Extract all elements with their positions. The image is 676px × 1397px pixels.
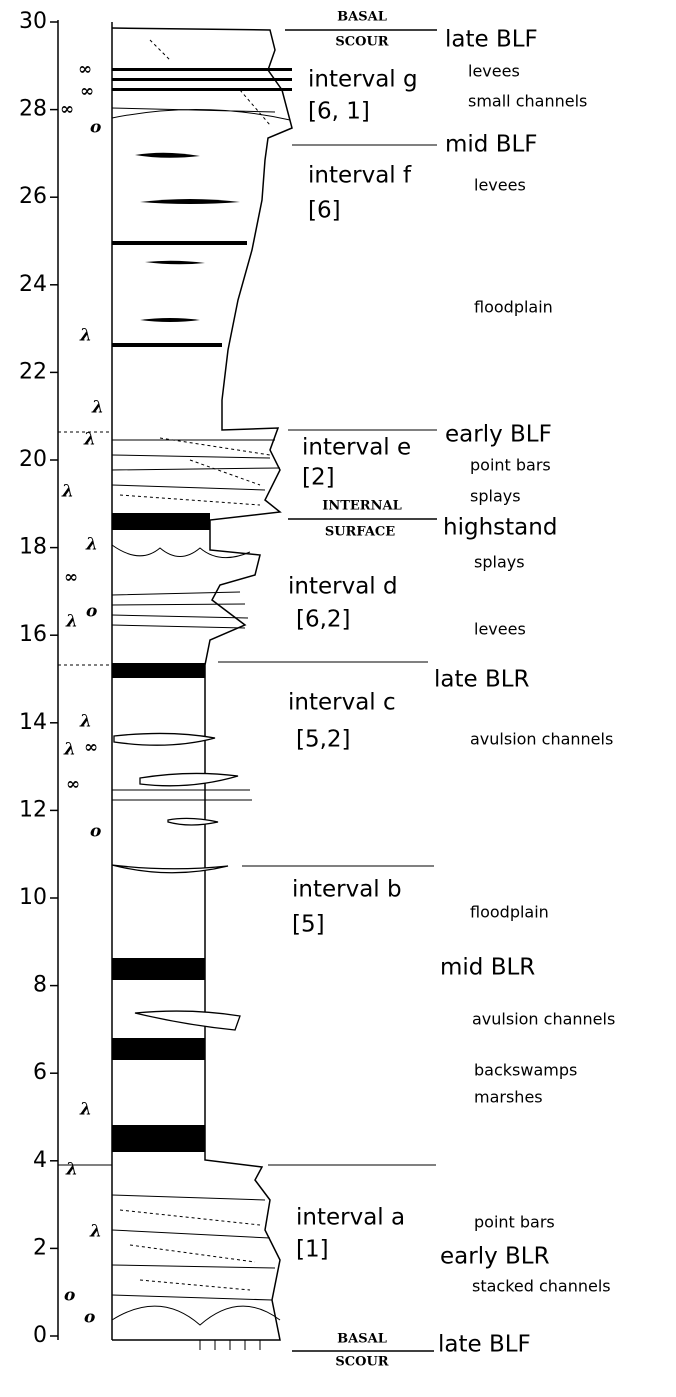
symbol: ∞ (84, 738, 98, 758)
symbol: ∞ (60, 100, 74, 120)
environment: small channels (468, 92, 587, 111)
interval-name: interval f (308, 163, 412, 189)
phase-label: late BLF (445, 27, 538, 53)
interval-code: [2] (302, 465, 335, 491)
tick-label: 6 (33, 1060, 47, 1085)
phase-label: mid BLR (440, 955, 535, 981)
interval-code: [5,2] (296, 727, 351, 753)
symbol: λ (63, 740, 76, 760)
environment: marshes (474, 1088, 543, 1107)
symbol: o (84, 1308, 95, 1328)
interval-code: [5] (292, 912, 325, 938)
tick-label: 20 (19, 447, 47, 472)
symbol: o (64, 1286, 75, 1306)
environment: point bars (474, 1213, 555, 1232)
tick-label: 24 (19, 272, 47, 297)
tick-label: 0 (33, 1323, 47, 1348)
symbol: ∞ (66, 775, 80, 795)
symbol: λ (83, 430, 96, 450)
environment: levees (474, 620, 526, 639)
tick-label: 14 (19, 710, 47, 735)
tick-label: 8 (33, 973, 47, 998)
phase-label: highstand (443, 515, 557, 541)
phase-label: late BLR (434, 667, 530, 693)
symbol: λ (91, 398, 104, 418)
tick-label: 2 (33, 1235, 47, 1260)
surface-label: BASAL (337, 1332, 387, 1347)
environment: floodplain (474, 298, 553, 317)
tick-label: 22 (19, 359, 47, 384)
tick-label: 10 (19, 885, 47, 910)
environment: avulsion channels (470, 730, 613, 749)
symbol: ∞ (64, 568, 78, 588)
symbol: λ (79, 1100, 92, 1120)
symbol: λ (65, 612, 78, 632)
tick-label: 4 (33, 1148, 47, 1173)
phase-label: early BLR (440, 1244, 550, 1270)
symbol: ∞ (80, 82, 94, 102)
tick-label: 28 (19, 97, 47, 122)
environment: backswamps (474, 1061, 577, 1080)
surface-label: INTERNAL (322, 499, 401, 514)
interval-name: interval g (308, 67, 418, 93)
environment: point bars (470, 456, 551, 475)
environment: levees (468, 62, 520, 81)
lithology (112, 40, 292, 1325)
environment: floodplain (470, 903, 549, 922)
surface-label: SURFACE (325, 525, 395, 540)
symbol: ∞ (78, 60, 92, 80)
tick-label: 18 (19, 535, 47, 560)
tick-label: 30 (19, 9, 47, 34)
symbol: o (86, 602, 97, 622)
environment: stacked channels (472, 1277, 611, 1296)
interval-name: interval b (292, 877, 402, 903)
interval-code: [6, 1] (308, 99, 370, 125)
symbol: λ (61, 482, 74, 502)
phase-label: late BLF (438, 1332, 531, 1358)
surface-label: SCOUR (335, 1355, 388, 1370)
environment: splays (474, 553, 525, 572)
tick-label: 26 (19, 184, 47, 209)
environment: splays (470, 487, 521, 506)
interval-code: [6,2] (296, 607, 351, 633)
interval-name: interval c (288, 690, 396, 716)
tick-label: 12 (19, 797, 47, 822)
environment: avulsion channels (472, 1010, 615, 1029)
lithology-symbols: ∞ ∞ ∞ o λ λ λ λ λ ∞ λ o λ λ ∞ ∞ o λ λ λ … (60, 60, 104, 1328)
tick-label: 16 (19, 622, 47, 647)
environment: levees (474, 176, 526, 195)
symbol: o (90, 118, 101, 138)
symbol: λ (79, 712, 92, 732)
symbol: λ (65, 1160, 78, 1180)
stratigraphic-column: ∞ ∞ ∞ o λ λ λ λ λ ∞ λ o λ λ ∞ ∞ o λ λ λ … (0, 0, 676, 1397)
symbol: λ (89, 1222, 102, 1242)
interval-name: interval a (296, 1205, 405, 1231)
surface-label: SCOUR (335, 35, 388, 50)
interval-name: interval d (288, 574, 398, 600)
symbol: λ (85, 535, 98, 555)
symbol: λ (79, 326, 92, 346)
surface-label: BASAL (337, 10, 387, 25)
phase-label: mid BLF (445, 132, 538, 158)
interval-code: [1] (296, 1237, 329, 1263)
interval-code: [6] (308, 198, 341, 224)
phase-label: early BLF (445, 422, 552, 448)
symbol: o (90, 822, 101, 842)
interval-name: interval e (302, 435, 411, 461)
